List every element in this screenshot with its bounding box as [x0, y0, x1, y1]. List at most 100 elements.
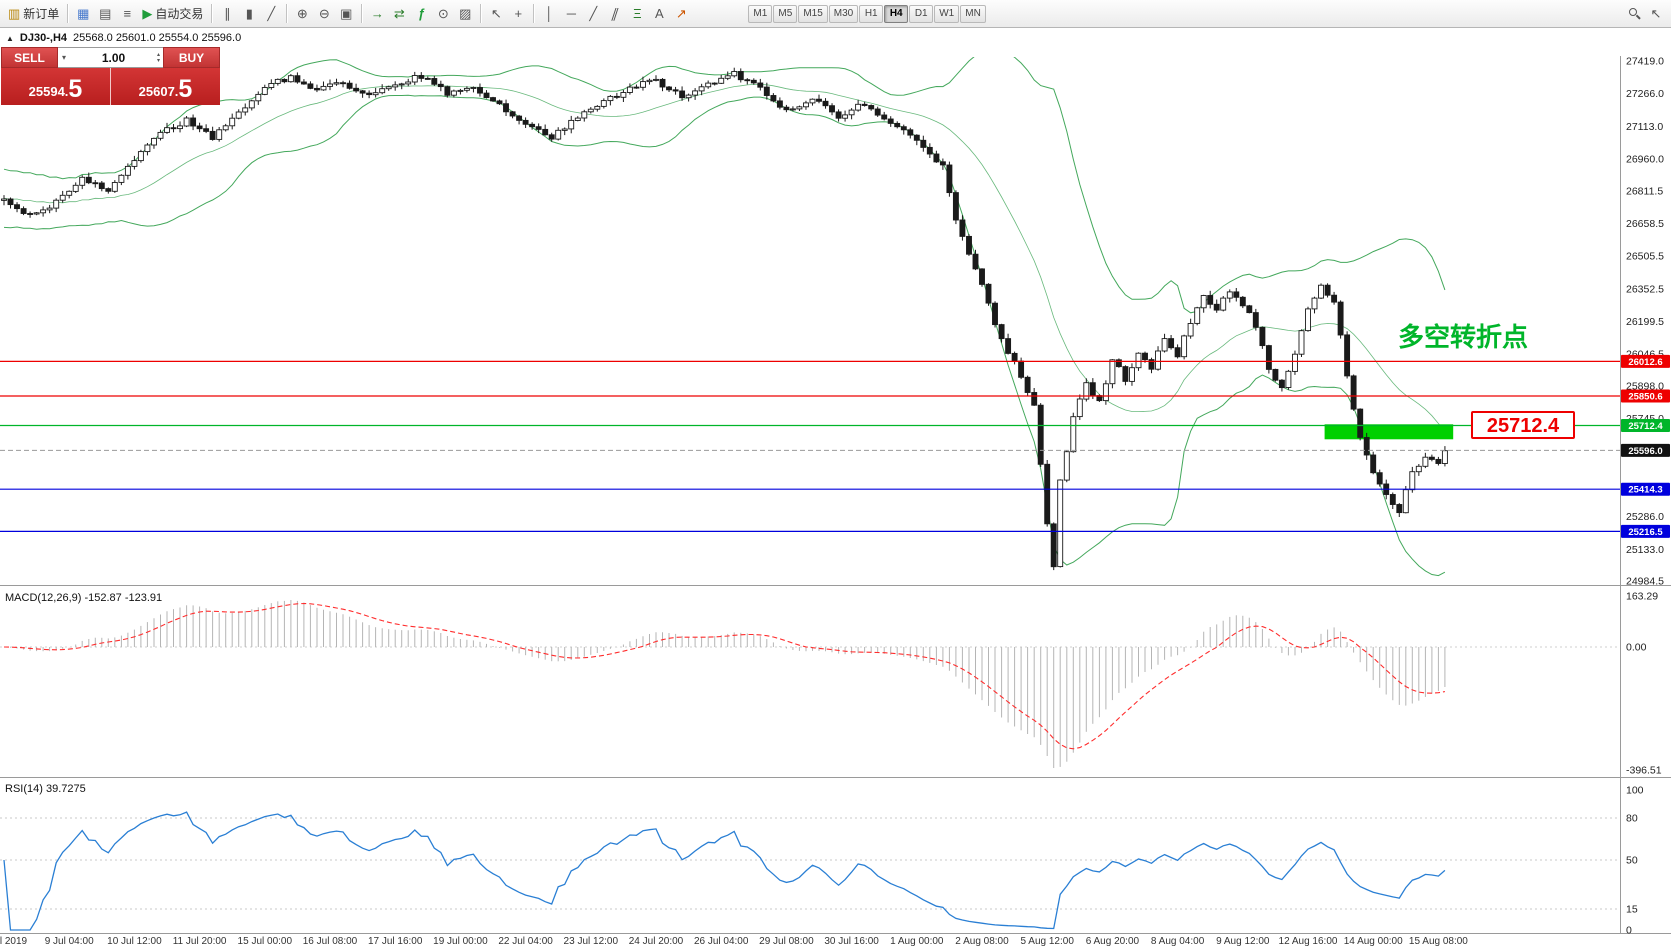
- templates-button[interactable]: ▨: [454, 3, 476, 25]
- zoom-in-icon: ⊕: [296, 6, 308, 21]
- fibonacci-button[interactable]: Ξ: [626, 3, 648, 25]
- price-axis-label: 25286.0: [1626, 511, 1664, 523]
- volume-stepper[interactable]: ▴ ▾: [157, 52, 163, 64]
- trendline-icon: ╱: [589, 6, 598, 21]
- buy-price-big-digit: 5: [178, 75, 193, 103]
- new-order-button[interactable]: ▥ 新订单: [4, 3, 63, 25]
- crosshair-icon: +: [514, 6, 523, 21]
- toolbar-separator: [211, 4, 213, 23]
- zoom-out-button[interactable]: ⊖: [313, 3, 335, 25]
- rsi-line: [3, 811, 1446, 931]
- volume-step-up-icon[interactable]: ▴: [156, 51, 160, 58]
- chart-shift-button[interactable]: ⇄: [388, 3, 410, 25]
- timeframe-d1[interactable]: D1: [909, 4, 934, 23]
- trendline-button[interactable]: ╱: [582, 3, 604, 25]
- time-axis-label: 6 Aug 20:00: [1086, 936, 1140, 947]
- sell-button[interactable]: SELL: [1, 47, 58, 68]
- indicators-icon: ƒ: [417, 6, 425, 21]
- periods-button[interactable]: ⊙: [432, 3, 454, 25]
- line-chart-button[interactable]: ╱: [260, 3, 282, 25]
- sell-price-button[interactable]: 25594. 5: [1, 68, 111, 105]
- arrows-button[interactable]: ↗: [670, 3, 692, 25]
- price-axis-label: 26352.5: [1626, 283, 1664, 295]
- search-button[interactable]: [1623, 3, 1645, 25]
- autotrading-label: 自动交易: [155, 7, 204, 21]
- price-tag-25414.3: 25414.3: [1621, 482, 1670, 496]
- symbol-info-bar: ▲ DJ30-,H4 25568.0 25601.0 25554.0 25596…: [6, 32, 241, 44]
- templates-icon: ▨: [459, 6, 472, 21]
- turning-point-annotation[interactable]: 多空转折点: [1398, 322, 1528, 352]
- symbol-ohlc-values: 25568.0 25601.0 25554.0 25596.0: [73, 32, 242, 44]
- price-axis-label: 25898.0: [1626, 380, 1664, 392]
- chart-annotations: 多空转折点 25712.4 MACD(12,26,9) -152.87 -123…: [5, 322, 1575, 795]
- macd-indicator-label: MACD(12,26,9) -152.87 -123.91: [5, 592, 162, 604]
- volume-step-down-icon[interactable]: ▾: [156, 57, 160, 64]
- charts-button[interactable]: ▦: [72, 3, 94, 25]
- tile-windows-button[interactable]: ▣: [335, 3, 357, 25]
- cursor-arrow-button[interactable]: ↖: [1645, 3, 1667, 25]
- charts-icon: ▦: [77, 6, 90, 21]
- cursor-arrow-icon: ↖: [1650, 6, 1662, 21]
- crosshair-button[interactable]: +: [507, 3, 529, 25]
- svg-text:25414.3: 25414.3: [1628, 485, 1662, 496]
- candlestick-button[interactable]: ▮: [238, 3, 260, 25]
- rsi-axis-label: 0: [1626, 925, 1632, 937]
- rsi-axis-label: 15: [1626, 904, 1638, 916]
- price-axis-label: 27419.0: [1626, 56, 1664, 68]
- autotrading-icon: ▶: [142, 6, 153, 21]
- time-axis-label: 14 Aug 00:00: [1344, 936, 1403, 947]
- text-button[interactable]: A: [648, 3, 670, 25]
- indicators-button[interactable]: ƒ: [410, 3, 432, 25]
- bar-chart-button[interactable]: ∥: [216, 3, 238, 25]
- price-tag-25850.6: 25850.6: [1621, 389, 1670, 403]
- symbol-name: DJ30-,H4: [19, 32, 67, 44]
- price-callout-box[interactable]: [1471, 411, 1575, 439]
- one-click-panel-toggle-icon[interactable]: ▲: [6, 33, 14, 43]
- buy-button[interactable]: BUY: [163, 47, 220, 68]
- profiles-icon: ▤: [99, 6, 112, 21]
- arrows-icon: ↗: [675, 6, 687, 21]
- time-axis-label: 17 Jul 16:00: [368, 936, 423, 947]
- autotrading-button[interactable]: ▶ 自动交易: [138, 3, 207, 25]
- time-axis-label: 9 Aug 12:00: [1216, 936, 1270, 947]
- price-axis-label: 26658.5: [1626, 218, 1664, 230]
- price-tag-25712.4: 25712.4: [1621, 419, 1670, 432]
- time-axis-label: 24 Jul 20:00: [629, 936, 684, 947]
- current-price-tag: 25596.0: [1621, 443, 1670, 457]
- timeframe-m5[interactable]: M5: [773, 4, 798, 23]
- chart-dynamic-layers: 27419.0 27266.0 27113.0 26960.0 26811.5 26658…: [0, 56, 1671, 947]
- cursor-button[interactable]: ↖: [485, 3, 507, 25]
- chart-canvas[interactable]: 27419.0 27266.0 27113.0 26960.0 26811.5 26658…: [0, 28, 1671, 950]
- toolbar-separator: [480, 4, 482, 23]
- volume-value[interactable]: 1.00: [101, 50, 126, 65]
- timeframe-h1[interactable]: H1: [859, 4, 884, 23]
- market-watch-button[interactable]: ≡: [116, 3, 138, 25]
- zoom-in-button[interactable]: ⊕: [291, 3, 313, 25]
- volume-dropdown-icon[interactable]: ▾: [62, 53, 67, 62]
- price-axis-label: 26811.5: [1626, 185, 1663, 197]
- hline-icon: ─: [566, 6, 576, 21]
- time-axis-label: 23 Jul 12:00: [564, 936, 619, 947]
- volume-control[interactable]: ▾ 1.00 ▴ ▾: [58, 47, 163, 68]
- macd-signal-line: [3, 602, 1445, 750]
- timeframe-m15[interactable]: M15: [798, 4, 828, 23]
- auto-scroll-button[interactable]: →: [366, 3, 388, 25]
- rsi-indicator-label: RSI(14) 39.7275: [5, 783, 86, 795]
- profiles-button[interactable]: ▤: [94, 3, 116, 25]
- vline-button[interactable]: │: [538, 3, 560, 25]
- buy-price-button[interactable]: 25607. 5: [111, 68, 220, 105]
- channel-button[interactable]: ∥: [604, 3, 626, 25]
- sell-price-big-digit: 5: [68, 75, 83, 103]
- highlight-rectangle[interactable]: [1324, 424, 1454, 440]
- timeframe-m30[interactable]: M30: [828, 4, 859, 23]
- timeframe-w1[interactable]: W1: [934, 4, 960, 23]
- tile-windows-icon: ▣: [340, 6, 353, 21]
- fibonacci-icon: Ξ: [633, 6, 642, 21]
- market-watch-icon: ≡: [123, 6, 132, 21]
- timeframe-mn[interactable]: MN: [960, 4, 986, 23]
- timeframe-h4[interactable]: H4: [884, 4, 909, 23]
- timeframe-m1[interactable]: M1: [748, 4, 773, 23]
- time-axis-label: 15 Aug 08:00: [1409, 936, 1468, 947]
- time-axis-label: 4 Jul 2019: [0, 936, 28, 947]
- hline-button[interactable]: ─: [560, 3, 582, 25]
